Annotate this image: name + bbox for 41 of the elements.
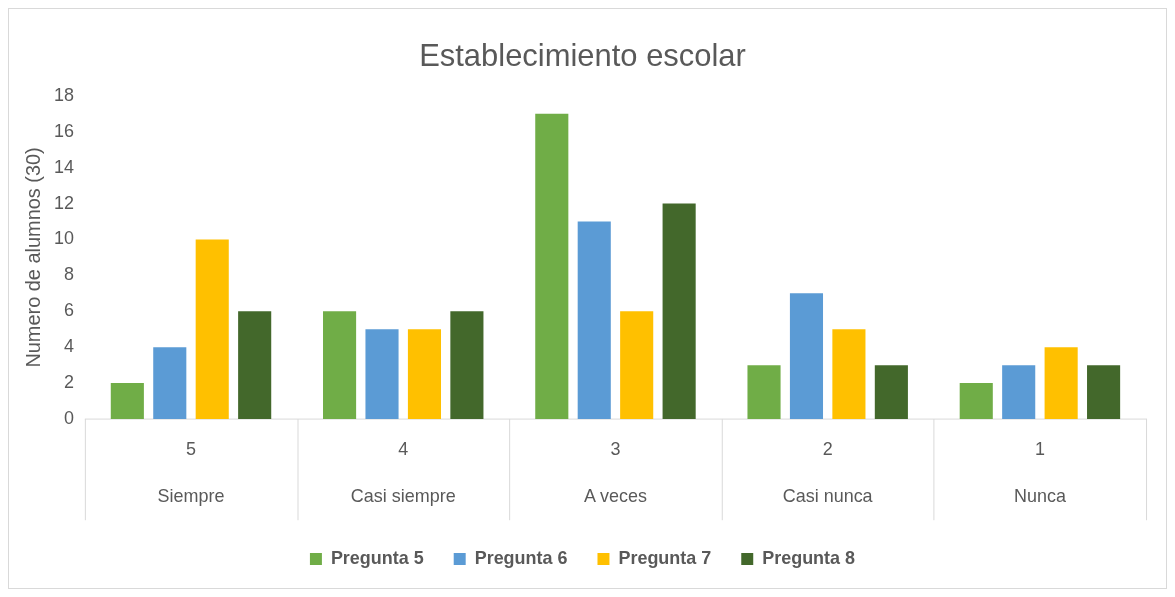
y-tick-label: 4	[63, 336, 74, 357]
bar	[789, 293, 824, 419]
bar	[959, 383, 993, 419]
y-tick-label: 12	[53, 192, 74, 213]
bar	[535, 113, 569, 419]
legend-label: Pregunta 5	[330, 548, 424, 569]
y-tick-label: 14	[53, 156, 74, 177]
bar	[1002, 365, 1036, 419]
y-tick-label: 6	[63, 300, 74, 321]
y-tick-label: 0	[63, 407, 74, 428]
bar	[620, 311, 654, 419]
bar	[1044, 347, 1078, 419]
legend-label: Pregunta 6	[474, 548, 568, 569]
bar	[153, 347, 187, 419]
bar	[662, 203, 696, 419]
category-label: 1 Nunca	[1013, 439, 1066, 506]
bar	[407, 329, 442, 419]
y-tick-label: 2	[63, 372, 74, 393]
bar	[577, 221, 611, 419]
legend-label: Pregunta 7	[618, 548, 712, 569]
category-label: 5 Siempre	[157, 439, 225, 506]
bar	[195, 239, 229, 419]
category-label: 3 A veces	[584, 439, 647, 506]
bar	[832, 329, 866, 419]
bar	[323, 311, 357, 419]
chart-title: Establecimiento escolar	[419, 37, 746, 73]
y-tick-label: 8	[63, 264, 74, 285]
category-label: 2 Casi nunca	[782, 439, 873, 506]
y-axis-title: Numero de alumnos (30)	[22, 147, 45, 368]
legend-label: Pregunta 8	[762, 548, 856, 569]
bar	[365, 329, 399, 419]
y-tick-label: 18	[53, 84, 74, 105]
category-label: 4 Casi siempre	[350, 439, 456, 506]
y-tick-label: 10	[53, 228, 74, 249]
bar	[747, 365, 781, 419]
bar	[874, 365, 908, 419]
bar	[1087, 365, 1121, 419]
bar	[238, 311, 272, 419]
bar	[450, 311, 484, 419]
y-tick-label: 16	[53, 120, 74, 141]
bar	[110, 383, 144, 419]
